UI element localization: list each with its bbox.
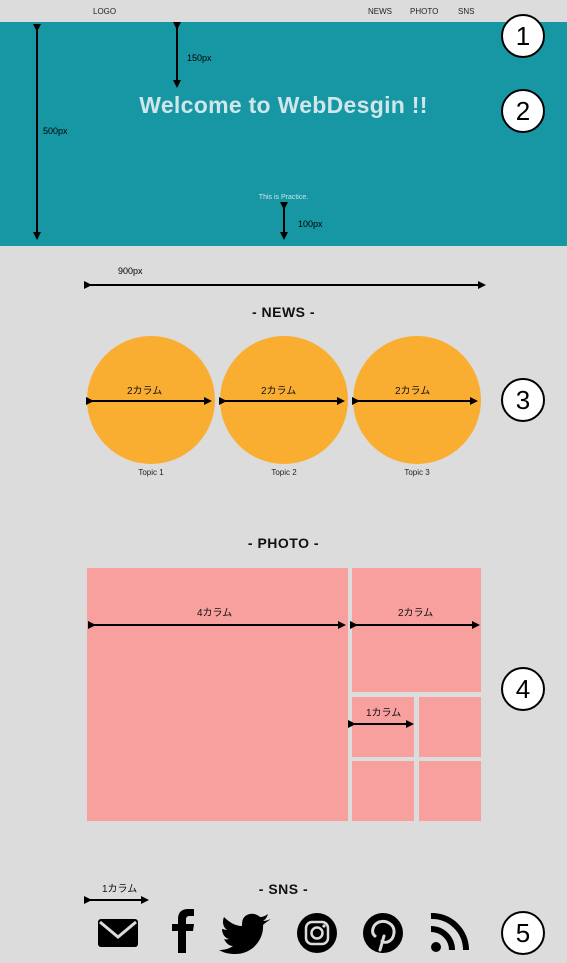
logo[interactable]: LOGO (93, 7, 117, 16)
news-col-label-3: 2カラム (395, 386, 431, 397)
rss-icon[interactable] (430, 912, 469, 952)
pinterest-icon[interactable] (363, 913, 403, 953)
section-number-1: 1 (501, 14, 545, 58)
photo-small-2[interactable] (419, 697, 481, 757)
hero-height-label: 500px (43, 126, 68, 136)
title-top-label: 150px (187, 53, 212, 63)
photo-medium[interactable] (352, 568, 481, 692)
hero-subtitle: This is Practice. (258, 194, 309, 201)
section-number-2: 2 (501, 89, 545, 133)
topic-1-label: Topic 1 (138, 468, 164, 477)
content-width-label: 900px (118, 266, 143, 276)
facebook-icon[interactable] (172, 909, 194, 953)
nav-item-news[interactable]: NEWS (368, 7, 392, 16)
section-number-4: 4 (501, 667, 545, 711)
nav-item-photo[interactable]: PHOTO (410, 7, 439, 16)
photo-large[interactable] (87, 568, 348, 821)
news-col-label-2: 2カラム (261, 386, 297, 397)
mail-icon[interactable] (98, 919, 138, 947)
instagram-icon[interactable] (297, 913, 337, 953)
twitter-icon[interactable] (219, 913, 271, 954)
sns-col-label: 1カラム (102, 884, 138, 895)
photo-large-label: 4カラム (197, 608, 233, 619)
hero-title: Welcome to WebDesgin !! (139, 92, 428, 118)
section-number-5: 5 (501, 911, 545, 955)
subtitle-bottom-label: 100px (298, 219, 323, 229)
topic-3-label: Topic 3 (404, 468, 430, 477)
photo-medium-label: 2カラム (398, 608, 434, 619)
topic-2-label: Topic 2 (271, 468, 297, 477)
nav-item-sns[interactable]: SNS (458, 7, 475, 16)
photo-small-3[interactable] (352, 761, 414, 821)
news-col-label-1: 2カラム (127, 386, 163, 397)
top-nav: LOGO NEWS PHOTO SNS (0, 0, 567, 22)
news-title: - NEWS - (251, 304, 316, 320)
sns-title: - SNS - (258, 881, 309, 897)
photo-title: - PHOTO - (247, 535, 320, 551)
photo-small-label: 1カラム (366, 708, 402, 719)
photo-small-4[interactable] (419, 761, 481, 821)
section-number-3: 3 (501, 378, 545, 422)
